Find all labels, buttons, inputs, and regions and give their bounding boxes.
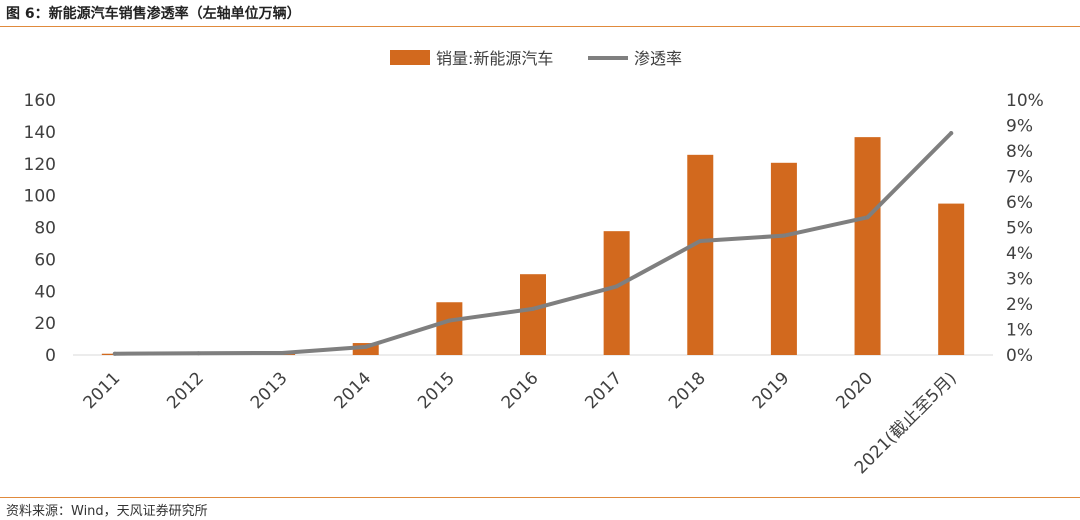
y-left-tick-label: 80 xyxy=(34,219,56,239)
y-left-tick-label: 60 xyxy=(34,250,56,270)
source-note: 资料来源：Wind，天风证券研究所 xyxy=(6,504,208,519)
bar xyxy=(938,203,965,355)
legend-bar-swatch xyxy=(390,50,430,65)
line-point xyxy=(363,344,368,349)
x-tick-label: 2018 xyxy=(665,368,710,413)
bar xyxy=(854,137,881,355)
y-left-tick-label: 120 xyxy=(24,155,56,175)
title-divider xyxy=(0,26,1080,27)
x-tick-label: 2011 xyxy=(80,368,125,413)
line-point xyxy=(698,239,703,244)
x-tick-label: 2015 xyxy=(414,368,459,413)
bar xyxy=(687,154,714,355)
x-tick-label: 2020 xyxy=(832,368,877,413)
y-left-tick-label: 0 xyxy=(45,346,56,366)
y-right-tick-label: 2% xyxy=(1006,295,1033,315)
y-left-tick-label: 100 xyxy=(24,187,56,207)
y-right-tick-label: 6% xyxy=(1006,193,1033,213)
bar xyxy=(770,162,797,355)
legend-bar-label: 销量:新能源汽车 xyxy=(436,49,553,68)
bar xyxy=(352,343,379,355)
line-point xyxy=(865,215,870,220)
x-tick-label: 2014 xyxy=(331,368,376,413)
x-tick-label: 2016 xyxy=(498,368,543,413)
x-tick-label: 2019 xyxy=(749,368,794,413)
line-point xyxy=(280,350,285,355)
bar xyxy=(603,231,630,355)
y-left-tick-label: 40 xyxy=(34,282,56,302)
y-right-tick-label: 1% xyxy=(1006,321,1033,341)
y-right-tick-label: 4% xyxy=(1006,244,1033,264)
line-point xyxy=(614,284,619,289)
y-right-tick-label: 0% xyxy=(1006,346,1033,366)
y-left-tick-label: 140 xyxy=(24,123,56,143)
line-point xyxy=(112,351,117,356)
x-tick-label: 2013 xyxy=(247,368,292,413)
legend-line-label: 渗透率 xyxy=(634,49,682,68)
y-right-tick-label: 7% xyxy=(1006,168,1033,188)
line-point xyxy=(196,351,201,356)
line-point xyxy=(781,233,786,238)
line-point xyxy=(949,131,954,136)
x-tick-label: 2017 xyxy=(581,368,626,413)
y-right-tick-label: 10% xyxy=(1006,91,1044,111)
line-point xyxy=(531,306,535,311)
y-left-tick-label: 20 xyxy=(34,314,56,334)
bar xyxy=(436,302,463,355)
y-right-tick-label: 3% xyxy=(1006,270,1033,290)
y-right-tick-label: 5% xyxy=(1006,219,1033,239)
y-right-tick-label: 9% xyxy=(1006,117,1033,137)
y-right-tick-label: 8% xyxy=(1006,142,1033,162)
x-tick-label: 2012 xyxy=(163,368,208,413)
y-left-tick-label: 160 xyxy=(24,91,56,111)
bar xyxy=(520,274,546,355)
source-divider xyxy=(0,497,1080,498)
figure-title: 图 6：新能源汽车销售渗透率（左轴单位万辆） xyxy=(6,6,301,22)
line-point xyxy=(447,318,452,323)
